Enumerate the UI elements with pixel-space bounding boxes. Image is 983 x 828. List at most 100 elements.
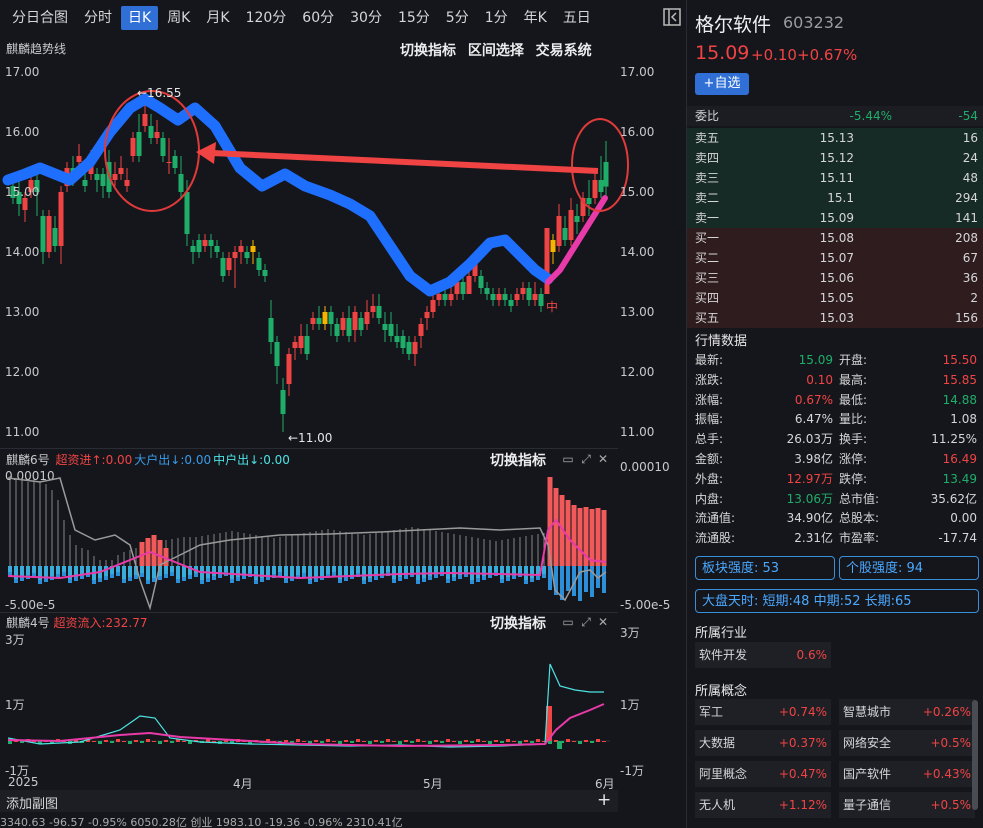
- close-icon[interactable]: ✕: [597, 615, 609, 629]
- concept-name: 智慧城市: [843, 705, 892, 719]
- add-subchart-bar[interactable]: 添加副图 +: [0, 790, 618, 812]
- candle: [184, 192, 190, 234]
- sub2-bar: [206, 739, 210, 742]
- candle: [460, 282, 466, 294]
- sub1-bar-blue: [488, 566, 492, 578]
- period-tab-4[interactable]: 月K: [206, 10, 230, 26]
- concept-tag[interactable]: 国产软件 +0.43%: [839, 761, 975, 787]
- period-tab-11[interactable]: 年K: [523, 10, 547, 26]
- orderbook-row-3: 卖二 15.1 294: [687, 188, 983, 208]
- orderbook-volume: 24: [962, 151, 978, 165]
- sub2-switch-indicator-button[interactable]: 切换指标: [490, 616, 546, 632]
- range-select-button[interactable]: 区间选择: [467, 43, 524, 59]
- sub2-bar: [494, 740, 498, 742]
- candle: [544, 228, 550, 294]
- period-tab-9[interactable]: 5分: [445, 10, 469, 26]
- concept-pct: +0.37%: [778, 736, 827, 750]
- sub1-bar-cyan: [428, 566, 432, 576]
- sub1-bar-blue: [146, 566, 150, 584]
- add-icon[interactable]: +: [597, 790, 612, 810]
- market-value: 0.67%: [794, 392, 833, 407]
- minimize-icon[interactable]: ▭: [562, 452, 574, 466]
- concept-tag[interactable]: 量子通信 +0.5%: [839, 792, 975, 818]
- sub2-bar: [176, 739, 180, 742]
- sub2-bar: [392, 741, 396, 742]
- period-tab-6[interactable]: 60分: [302, 10, 335, 26]
- close-icon[interactable]: ✕: [597, 452, 609, 466]
- concept-tag[interactable]: 大数据 +0.37%: [695, 730, 831, 756]
- add-favorite-button[interactable]: +自选: [695, 73, 749, 95]
- period-tab-5[interactable]: 120分: [245, 10, 287, 26]
- sub1-bar-cyan: [110, 566, 114, 574]
- candle: [298, 336, 304, 348]
- orderbook-volume: 2: [970, 291, 978, 305]
- sub2-bar: [182, 741, 186, 742]
- sub1-bar-cyan: [248, 566, 252, 573]
- market-key: 总手:: [695, 432, 724, 447]
- y-tick-right-0: 17.00: [620, 65, 655, 79]
- concept-tag[interactable]: 网络安全 +0.5%: [839, 730, 975, 756]
- market-key: 量比:: [839, 412, 868, 427]
- sub1-series-label-2: 中户出↓:0.00: [213, 453, 290, 467]
- candle: [526, 288, 532, 300]
- concept-tag[interactable]: 阿里概念 +0.47%: [695, 761, 831, 787]
- period-tab-0[interactable]: 分日合图: [12, 10, 68, 26]
- concept-tag[interactable]: 军工 +0.74%: [695, 699, 831, 725]
- period-tab-10[interactable]: 1分: [484, 10, 508, 26]
- period-tab-8[interactable]: 15分: [397, 10, 430, 26]
- sub2-bar: [188, 741, 192, 744]
- market-key: 最新:: [695, 353, 724, 367]
- candle: [52, 228, 58, 246]
- sub1-top-right-label: 0.00010: [620, 460, 670, 474]
- period-tab-1[interactable]: 分时: [84, 10, 112, 26]
- market-key: 涨停:: [839, 452, 868, 466]
- sub1-chart[interactable]: [0, 0, 618, 620]
- candle: [394, 336, 400, 342]
- trading-system-button[interactable]: 交易系统: [535, 43, 592, 59]
- sub1-bar-cyan: [542, 566, 546, 574]
- sub1-bar-cyan: [332, 566, 336, 572]
- concept-tag[interactable]: 智慧城市 +0.26%: [839, 699, 975, 725]
- orderbook-row-1: 卖四 15.12 24: [687, 148, 983, 168]
- candle: [424, 312, 430, 318]
- market-value: 35.62亿: [930, 491, 977, 506]
- sub1-bar-blue: [14, 566, 18, 583]
- industry-tag[interactable]: 软件开发 0.6%: [695, 642, 831, 668]
- market-value: 26.03万: [786, 432, 833, 447]
- sub2-chart[interactable]: [0, 0, 618, 790]
- period-tab-2[interactable]: 日K: [121, 6, 159, 30]
- sub2-header: 麒麟4号 超资流入:232.77: [6, 614, 148, 631]
- market-value: -17.74: [938, 531, 977, 546]
- orderbook-label: 卖二: [695, 191, 720, 205]
- trend-line-down: [2, 93, 554, 297]
- candle: [352, 312, 358, 330]
- sub2-bar: [266, 739, 270, 742]
- concept-tag[interactable]: 无人机 +1.12%: [695, 792, 831, 818]
- sub1-bar-cyan: [122, 566, 126, 579]
- sub1-switch-indicator-button[interactable]: 切换指标: [490, 453, 546, 469]
- market-kv-3-1: 量比: 1.08: [839, 410, 977, 428]
- sub1-bar-blue: [8, 566, 12, 576]
- period-tab-7[interactable]: 30分: [350, 10, 382, 26]
- orderbook-volume: 48: [962, 171, 978, 185]
- sub1-bar-red: [601, 510, 607, 566]
- sub1-bar-blue: [20, 566, 24, 581]
- expand-icon[interactable]: ⤢: [581, 615, 591, 629]
- sub2-bar: [308, 741, 312, 744]
- period-tab-12[interactable]: 五日: [562, 10, 591, 26]
- sub1-bar-blue: [542, 566, 546, 578]
- candle: [304, 336, 310, 354]
- switch-indicator-button[interactable]: 切换指标: [400, 43, 456, 59]
- orderbook-volume: 36: [962, 271, 978, 285]
- kline-chart[interactable]: [0, 0, 629, 450]
- candle: [502, 294, 508, 300]
- collapse-panel-icon[interactable]: [662, 7, 682, 27]
- expand-icon[interactable]: ⤢: [581, 452, 591, 466]
- panel-scrollbar[interactable]: [972, 700, 978, 810]
- y-tick-right-3: 14.00: [620, 245, 655, 259]
- candle: [190, 246, 196, 252]
- sub2-bar: [146, 739, 150, 742]
- period-tab-3[interactable]: 周K: [167, 10, 191, 26]
- minimize-icon[interactable]: ▭: [562, 615, 574, 629]
- orderbook-label: 买二: [695, 251, 720, 265]
